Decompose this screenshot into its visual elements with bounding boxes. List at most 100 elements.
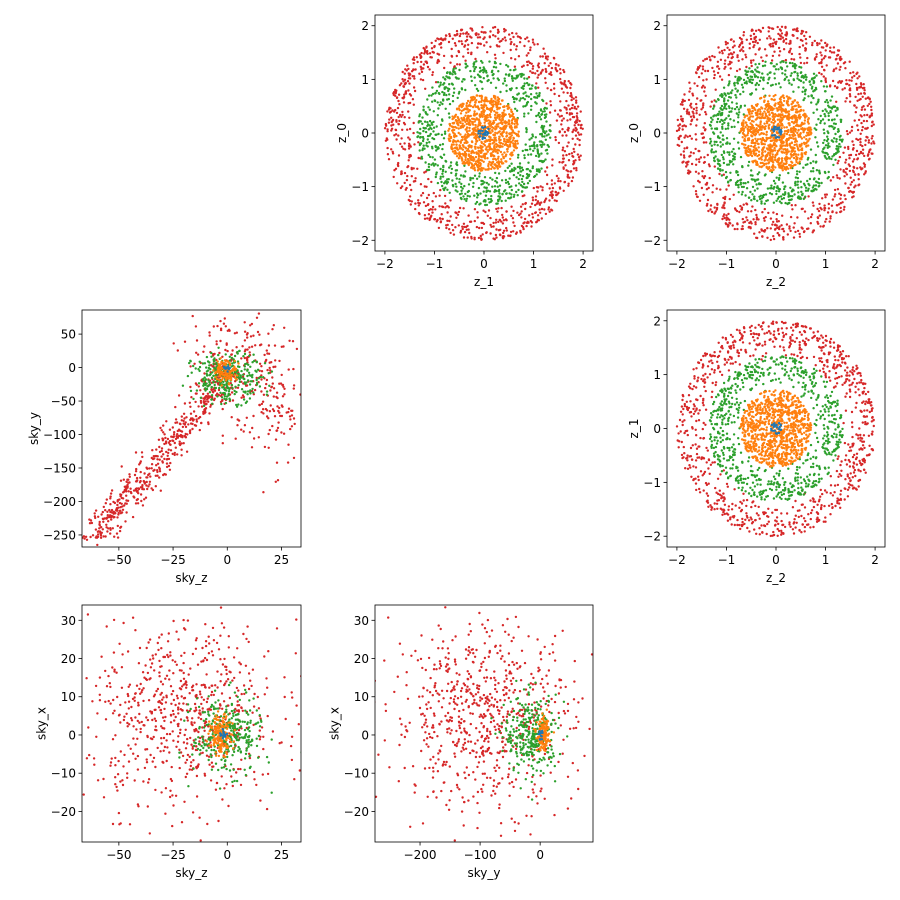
data-point xyxy=(824,151,827,155)
data-point xyxy=(710,120,713,124)
data-point xyxy=(574,159,577,162)
data-point xyxy=(752,149,755,152)
data-point xyxy=(410,200,413,203)
data-point xyxy=(453,149,457,152)
data-point xyxy=(790,72,793,75)
x-tick-label: 0 xyxy=(480,257,488,271)
data-point xyxy=(760,200,763,203)
data-point xyxy=(547,145,550,148)
data-point xyxy=(423,217,427,220)
data-point xyxy=(549,191,553,194)
data-point xyxy=(445,224,448,227)
data-point xyxy=(571,176,575,179)
data-point xyxy=(754,111,757,115)
data-point xyxy=(544,138,547,141)
data-point xyxy=(502,51,505,55)
data-point xyxy=(757,83,760,87)
data-point xyxy=(557,191,560,195)
data-point xyxy=(716,113,719,116)
data-point xyxy=(431,211,434,214)
data-point xyxy=(498,192,501,195)
data-point xyxy=(860,83,863,87)
data-point xyxy=(727,184,730,187)
data-point xyxy=(689,170,692,174)
data-point xyxy=(865,135,868,139)
data-point xyxy=(850,129,853,132)
data-point xyxy=(829,84,832,87)
data-point xyxy=(781,118,784,121)
data-point xyxy=(488,146,492,149)
data-point xyxy=(787,79,790,82)
data-point xyxy=(764,60,767,63)
data-point xyxy=(851,76,854,79)
data-point xyxy=(685,165,688,168)
data-point xyxy=(794,204,797,207)
data-point xyxy=(854,184,857,187)
data-point xyxy=(817,222,820,225)
data-point xyxy=(449,72,452,75)
data-point xyxy=(827,207,831,210)
data-point xyxy=(771,223,774,226)
data-point xyxy=(800,190,803,193)
data-point xyxy=(714,210,717,213)
data-point xyxy=(752,131,755,135)
data-point xyxy=(701,170,704,173)
data-point xyxy=(795,170,799,173)
data-point xyxy=(779,195,783,198)
data-point xyxy=(551,186,555,190)
data-point xyxy=(419,183,423,186)
data-point xyxy=(871,152,874,155)
data-point xyxy=(567,182,570,185)
data-point xyxy=(463,78,466,81)
data-point xyxy=(818,169,821,172)
data-point xyxy=(761,26,765,30)
data-point xyxy=(513,43,516,46)
data-point xyxy=(848,131,852,134)
data-point xyxy=(515,32,518,35)
data-point xyxy=(836,176,839,179)
data-point xyxy=(702,79,705,82)
data-point xyxy=(455,152,458,155)
data-point xyxy=(523,186,527,189)
data-point xyxy=(524,143,527,146)
data-point xyxy=(501,216,504,219)
data-point xyxy=(443,194,447,198)
data-point xyxy=(397,154,401,157)
data-point xyxy=(548,194,552,197)
data-point xyxy=(754,40,757,44)
data-point xyxy=(870,142,873,145)
data-point xyxy=(750,81,754,85)
data-point xyxy=(503,30,506,33)
data-point xyxy=(541,189,544,192)
data-point xyxy=(819,51,822,54)
data-point xyxy=(469,69,472,73)
data-point xyxy=(520,224,524,228)
data-point xyxy=(727,63,730,66)
data-point xyxy=(772,121,775,125)
data-point xyxy=(756,66,759,69)
data-point xyxy=(795,143,798,146)
data-point xyxy=(460,182,463,186)
data-point xyxy=(824,108,827,111)
data-point xyxy=(758,116,761,120)
data-point xyxy=(777,226,780,230)
data-point xyxy=(494,86,498,90)
data-point xyxy=(852,179,855,182)
data-point xyxy=(451,229,455,232)
data-point xyxy=(807,144,810,147)
data-point xyxy=(821,197,824,200)
data-point xyxy=(722,196,725,200)
data-point xyxy=(482,209,485,212)
data-point xyxy=(463,198,466,201)
data-point xyxy=(846,132,849,136)
data-point xyxy=(808,80,811,84)
data-point xyxy=(465,161,468,164)
data-point xyxy=(807,195,810,198)
data-point xyxy=(545,173,549,177)
data-point xyxy=(759,30,762,33)
data-point xyxy=(834,109,837,113)
data-point xyxy=(682,154,686,157)
data-point xyxy=(474,132,477,136)
data-point xyxy=(726,223,730,226)
data-point xyxy=(802,98,805,102)
